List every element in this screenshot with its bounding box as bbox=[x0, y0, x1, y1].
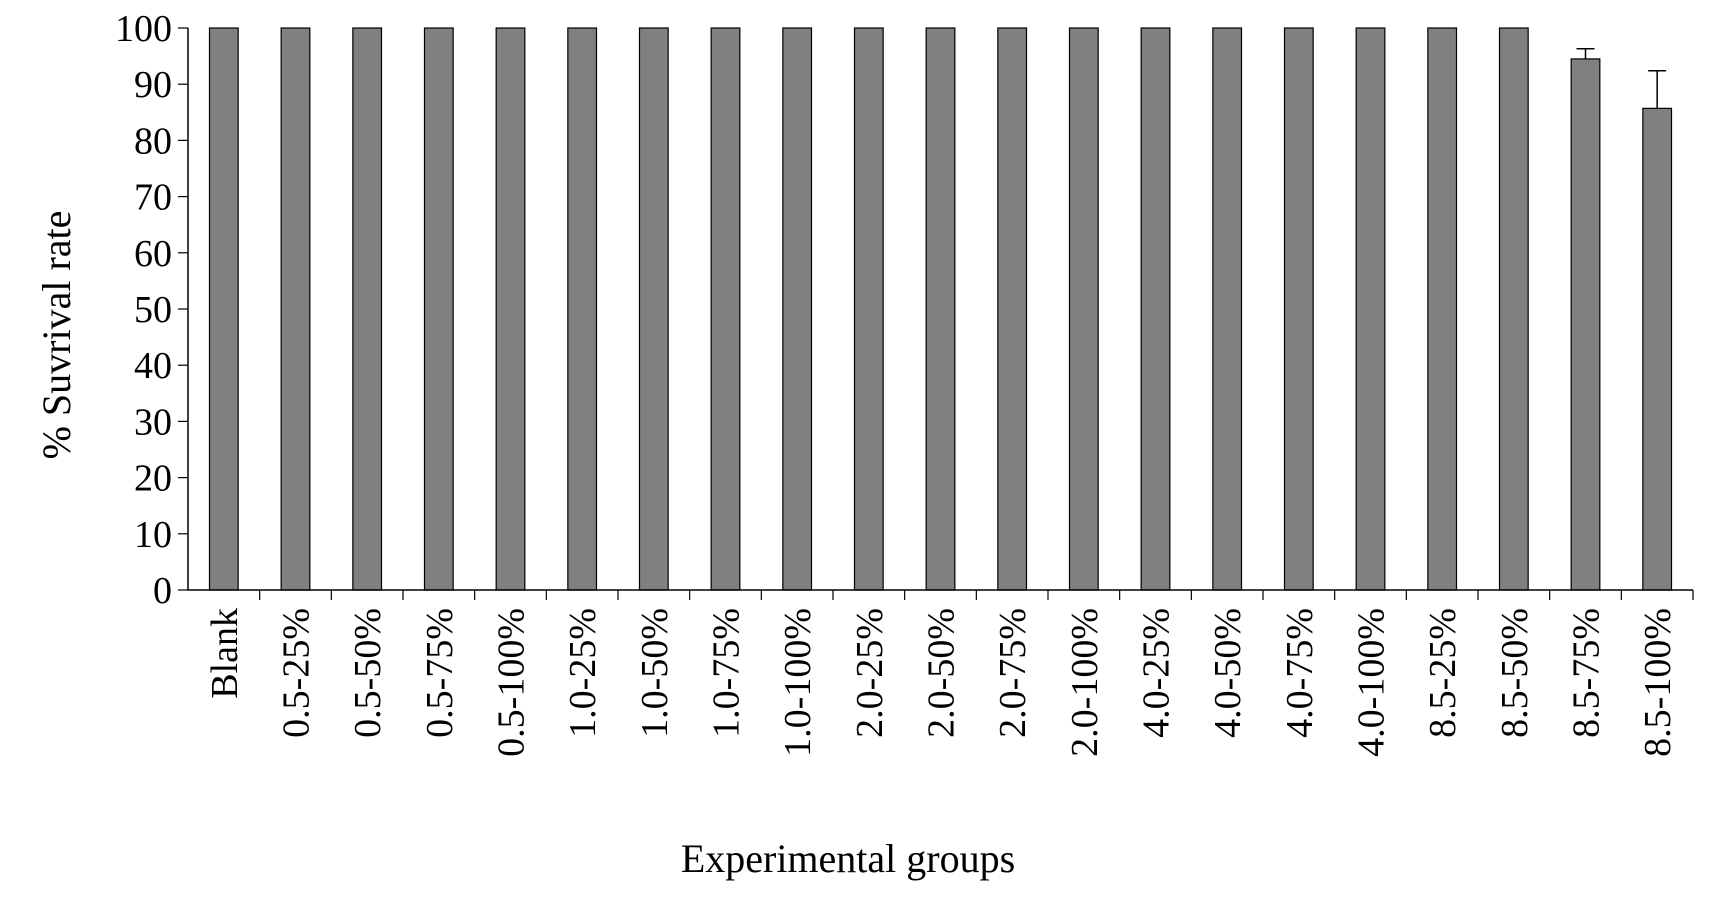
x-category-label: 8.5-50% bbox=[1494, 608, 1536, 738]
error-bars-group bbox=[1576, 48, 1667, 109]
x-axis-category-labels: Blank 0.5-25% 0.5-50% 0.5-75% 0.5-100% 1.0-25… bbox=[204, 608, 1679, 757]
x-axis-title: Experimental groups bbox=[681, 836, 1015, 881]
x-category-label: 4.0-50% bbox=[1207, 608, 1249, 738]
bar bbox=[782, 27, 813, 591]
y-tick-label: 60 bbox=[134, 233, 172, 275]
x-category-label: Blank bbox=[204, 608, 246, 699]
bar bbox=[352, 27, 383, 591]
bar bbox=[638, 27, 669, 591]
y-tick-label: 40 bbox=[134, 345, 172, 387]
y-tick-label: 0 bbox=[153, 570, 172, 612]
x-category-label: 1.0-100% bbox=[777, 608, 819, 757]
x-axis-ticks bbox=[259, 590, 1694, 600]
bar bbox=[567, 27, 598, 591]
bar bbox=[208, 27, 239, 591]
y-tick-label: 90 bbox=[134, 64, 172, 106]
bars-group bbox=[208, 27, 1673, 591]
x-category-label: 0.5-50% bbox=[347, 608, 389, 738]
y-tick-label: 70 bbox=[134, 177, 172, 219]
bar bbox=[710, 27, 741, 591]
bar bbox=[1642, 107, 1673, 591]
x-category-label: 8.5-25% bbox=[1422, 608, 1464, 738]
bar bbox=[925, 27, 956, 591]
bar bbox=[495, 27, 526, 591]
x-category-label: 4.0-25% bbox=[1136, 608, 1178, 738]
x-category-label: 4.0-100% bbox=[1351, 608, 1393, 757]
bar bbox=[1355, 27, 1386, 591]
bar bbox=[1570, 58, 1601, 591]
y-tick-label: 30 bbox=[134, 401, 172, 443]
bar bbox=[1212, 27, 1243, 591]
y-tick-label: 100 bbox=[115, 8, 172, 50]
y-tick-label: 10 bbox=[134, 514, 172, 556]
bar bbox=[1068, 27, 1099, 591]
bar bbox=[853, 27, 884, 591]
x-category-label: 1.0-25% bbox=[562, 608, 604, 738]
y-tick-label: 80 bbox=[134, 120, 172, 162]
x-category-label: 2.0-75% bbox=[992, 608, 1034, 738]
x-category-label: 0.5-75% bbox=[419, 608, 461, 738]
bar bbox=[280, 27, 311, 591]
y-tick-label: 20 bbox=[134, 458, 172, 500]
x-category-label: 8.5-75% bbox=[1566, 608, 1608, 738]
x-category-label: 8.5-100% bbox=[1637, 608, 1679, 757]
x-category-label: 2.0-50% bbox=[921, 608, 963, 738]
x-category-label: 0.5-100% bbox=[491, 608, 533, 757]
y-axis-title: % Suvrival rate bbox=[34, 211, 79, 460]
bar bbox=[997, 27, 1028, 591]
bar bbox=[1498, 27, 1529, 591]
axes bbox=[187, 28, 1693, 591]
y-axis-ticks: 0 10 20 30 40 50 60 70 80 90 100 bbox=[115, 8, 188, 612]
bar bbox=[1427, 27, 1458, 591]
x-category-label: 2.0-25% bbox=[849, 608, 891, 738]
x-category-label: 1.0-50% bbox=[634, 608, 676, 738]
bar bbox=[1283, 27, 1314, 591]
bar bbox=[1140, 27, 1171, 591]
x-category-label: 4.0-75% bbox=[1279, 608, 1321, 738]
x-category-label: 2.0-100% bbox=[1064, 608, 1106, 757]
x-category-label: 0.5-25% bbox=[276, 608, 318, 738]
x-category-label: 1.0-75% bbox=[706, 608, 748, 738]
y-tick-label: 50 bbox=[134, 289, 172, 331]
bar bbox=[423, 27, 454, 591]
